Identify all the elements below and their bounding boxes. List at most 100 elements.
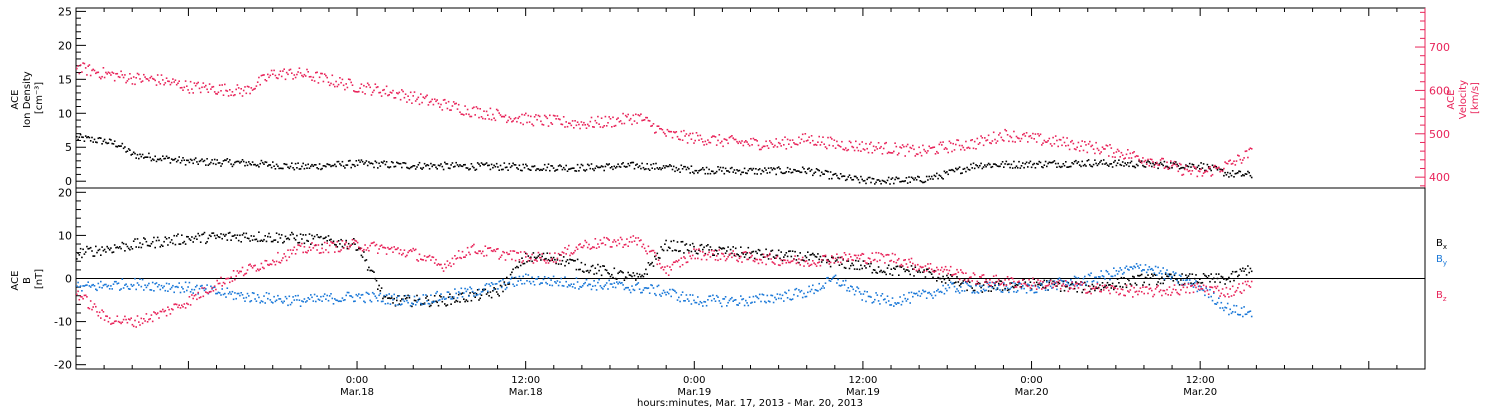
bx-point <box>795 259 798 261</box>
bz-point <box>1063 285 1066 287</box>
density-point <box>875 181 877 184</box>
bz-point <box>311 242 313 244</box>
velocity-point <box>937 152 939 154</box>
density-point <box>1221 169 1224 171</box>
density-point <box>285 163 288 166</box>
velocity-point <box>469 115 471 118</box>
bz-point <box>886 253 889 256</box>
bz-point <box>337 250 340 253</box>
density-point <box>1075 159 1077 162</box>
by-point <box>423 303 426 305</box>
velocity-point <box>1228 160 1230 162</box>
velocity-point <box>523 114 526 116</box>
density-point <box>1087 159 1090 161</box>
density-point <box>393 165 395 168</box>
density-point <box>629 162 632 164</box>
bz-point <box>994 282 996 284</box>
by-point <box>282 302 284 304</box>
bz-point <box>105 315 107 317</box>
by-point <box>379 292 382 295</box>
velocity-point <box>608 116 610 118</box>
by-point <box>163 285 165 288</box>
velocity-point <box>1041 144 1043 146</box>
bx-point <box>799 252 801 254</box>
bz-point <box>282 257 284 259</box>
bx-point <box>930 273 933 275</box>
velocity-point <box>975 148 977 150</box>
bx-point <box>973 289 976 292</box>
bz-point <box>403 249 406 251</box>
bz-point <box>750 256 752 258</box>
by-point <box>755 295 757 297</box>
density-point <box>537 168 540 170</box>
density-point <box>388 166 390 169</box>
by-point <box>437 299 440 302</box>
by-point <box>97 282 100 285</box>
bx-point <box>862 260 865 262</box>
by-point <box>670 295 672 298</box>
by-point <box>273 295 275 298</box>
density-point <box>1176 163 1178 166</box>
bx-point <box>812 252 814 255</box>
legend-bx-letter: B <box>1436 238 1443 249</box>
bx-point <box>330 238 332 241</box>
bz-point <box>83 294 86 297</box>
bx-point <box>1124 283 1126 285</box>
bz-point <box>756 258 758 261</box>
density-point <box>432 164 435 166</box>
velocity-point <box>308 76 311 78</box>
by-point <box>550 279 552 281</box>
bx-point <box>697 252 699 255</box>
density-point <box>244 164 246 167</box>
density-point <box>325 165 327 168</box>
density-point <box>588 164 590 167</box>
density-point <box>455 161 457 164</box>
density-point <box>497 166 499 168</box>
by-point <box>989 281 991 284</box>
velocity-point <box>231 91 234 93</box>
by-point <box>350 295 352 297</box>
bx-point <box>769 253 771 256</box>
by-point <box>172 284 174 287</box>
bx-point <box>568 262 570 265</box>
by-point <box>707 299 709 301</box>
bx-point <box>547 258 550 261</box>
bz-point <box>588 243 590 246</box>
by-point <box>861 299 863 301</box>
density-point <box>1062 163 1065 165</box>
density-point <box>1182 166 1185 169</box>
by-point <box>727 301 729 304</box>
velocity-point <box>1108 155 1110 157</box>
by-point <box>632 288 635 291</box>
density-point <box>708 168 710 171</box>
by-point <box>154 283 156 285</box>
bz-point <box>130 317 132 319</box>
bx-point <box>740 246 742 248</box>
bx-point <box>879 270 881 273</box>
density-point <box>775 173 777 176</box>
bz-point <box>942 270 944 273</box>
bz-point <box>103 319 106 321</box>
density-point <box>856 177 858 179</box>
density-point <box>936 172 938 175</box>
field-axis-label-line-3: [nT] <box>34 269 45 289</box>
by-point <box>287 304 289 307</box>
bx-point <box>904 270 906 273</box>
bx-point <box>1010 282 1013 284</box>
by-point <box>84 284 87 287</box>
bz-point <box>880 252 882 255</box>
bz-point <box>1243 289 1245 292</box>
bx-point <box>748 256 751 259</box>
bz-point <box>552 261 555 263</box>
density-point <box>882 180 885 182</box>
density-point <box>144 156 146 158</box>
density-point <box>299 168 302 170</box>
velocity-point <box>1010 136 1013 139</box>
bx-point <box>1110 287 1113 289</box>
by-point <box>197 293 199 295</box>
by-point <box>885 301 887 304</box>
density-point <box>662 165 665 167</box>
bx-point <box>654 255 656 258</box>
density-point <box>872 178 875 180</box>
bz-point <box>518 259 521 261</box>
